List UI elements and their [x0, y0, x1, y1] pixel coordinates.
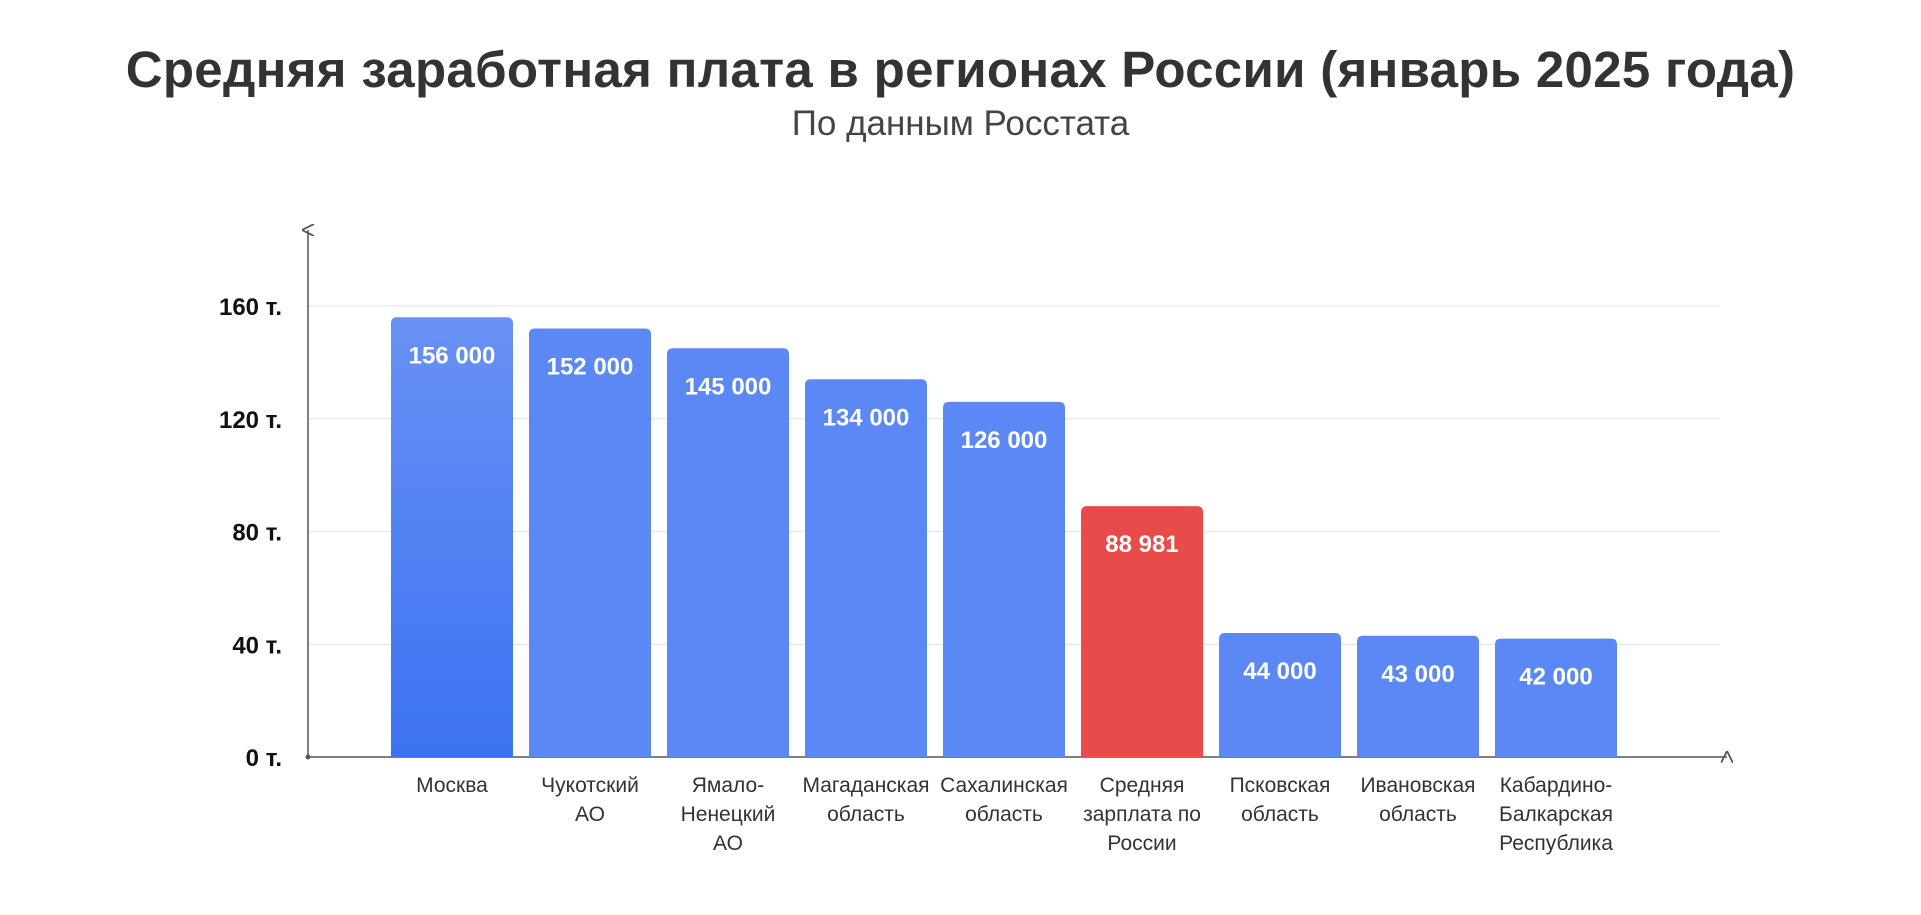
bar-value-label: 42 000 [1519, 664, 1592, 691]
y-tick-label: 80 т. [232, 520, 282, 547]
bar-highlight [1081, 506, 1203, 757]
x-category-label: Ямало-Ненецкий АО [681, 774, 776, 855]
axis-origin [305, 754, 311, 760]
bar [667, 348, 789, 757]
x-category-label: Псковская область [1230, 774, 1331, 826]
label-layer: 0 т. 40 т. 80 т. 120 т. 160 т. 156 000 Москва 1… [219, 294, 1613, 855]
y-tick-label: 160 т. [219, 294, 282, 321]
y-tick-label: 40 т. [232, 632, 282, 659]
bar [391, 317, 513, 757]
bar-value-label: 134 000 [823, 404, 910, 431]
x-category-label: Сахалинская область [940, 774, 1068, 826]
x-category-label: Магаданская область [802, 774, 929, 826]
bar [943, 401, 1065, 757]
chart-title: Средняя заработная плата в регионах Росс… [125, 41, 1796, 98]
x-category-label: Чукотский АО [541, 774, 639, 826]
bar [1357, 635, 1479, 757]
bar-value-label: 145 000 [685, 373, 772, 400]
bar-value-label: 44 000 [1243, 658, 1316, 685]
bar [1495, 638, 1617, 757]
bar-value-label: 126 000 [961, 427, 1048, 454]
bar-value-label: 43 000 [1381, 661, 1454, 688]
chart-subtitle: По данным Росстата [791, 104, 1130, 143]
bar [805, 379, 927, 757]
y-tick-label: 0 т. [246, 745, 282, 772]
bar-layer [391, 317, 1617, 757]
bar-value-label: 156 000 [409, 342, 496, 369]
bar-value-label: 152 000 [547, 354, 634, 381]
bar [1219, 632, 1341, 757]
x-category-label: Средняя зарплата по России [1083, 774, 1201, 855]
bar [529, 328, 651, 757]
x-category-label: Москва [416, 774, 488, 797]
y-tick-label: 120 т. [219, 407, 282, 434]
x-category-label: Кабардино-Балкарская Республика [1499, 774, 1613, 855]
bar-value-label: 88 981 [1105, 531, 1178, 558]
x-category-label: Ивановская область [1360, 774, 1475, 826]
